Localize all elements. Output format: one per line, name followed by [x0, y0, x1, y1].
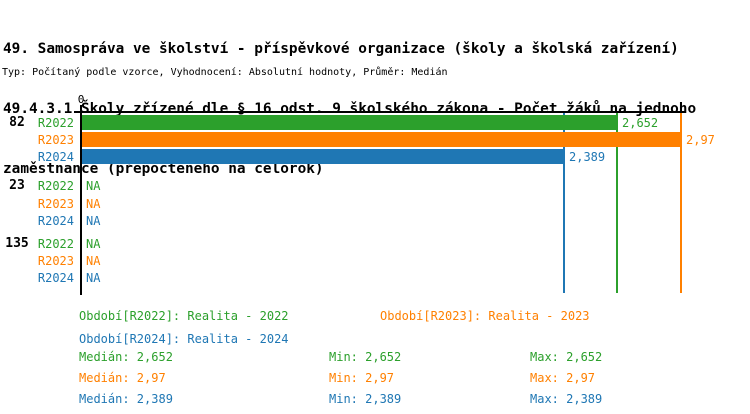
title-line-2: 49.4.3.1 Školy zřízené dle § 16 odst. 9 … — [3, 101, 697, 117]
stat-median-R2024: Medián: 2,389 — [79, 392, 173, 406]
series-label-R2022: R2022 — [37, 116, 74, 130]
category-axis-line — [80, 105, 82, 295]
stat-min-R2024: Min: 2,389 — [329, 392, 402, 406]
na-label-R2024: NA — [86, 214, 101, 228]
title-line-3: zaměstnance (přepočteného na celorok) — [3, 161, 324, 177]
report-title: 49. Samospráva ve školství - příspěvkové… — [3, 0, 747, 218]
stat-min-R2023: Min: 2,97 — [329, 371, 395, 385]
category-label-135: 135 — [5, 236, 29, 251]
stat-max-R2024: Max: 2,389 — [530, 392, 603, 406]
value-axis-line — [74, 111, 686, 113]
legend-item-R2023: Období[R2023]: Realita - 2023 — [380, 309, 590, 323]
legend-item-R2022: Období[R2022]: Realita - 2022 — [79, 309, 289, 323]
marker-line-R2022 — [615, 113, 618, 293]
series-label-R2024: R2024 — [37, 150, 74, 164]
report-subtitle: Typ: Počítaný podle vzorce, Vyhodnocení:… — [2, 67, 448, 78]
bar-value-label-R2023: 2,97 — [686, 133, 715, 147]
bar-R2022-group-82 — [82, 115, 617, 130]
marker-line-R2024 — [562, 113, 565, 293]
series-label-R2023: R2023 — [37, 197, 74, 211]
category-label-23: 23 — [9, 178, 25, 193]
bar-value-label-R2024: 2,389 — [569, 150, 606, 164]
stat-median-R2022: Medián: 2,652 — [79, 350, 173, 364]
stat-max-R2022: Max: 2,652 — [530, 350, 603, 364]
stat-min-R2022: Min: 2,652 — [329, 350, 402, 364]
series-label-R2023: R2023 — [37, 133, 74, 147]
stat-median-R2023: Medián: 2,97 — [79, 371, 166, 385]
marker-line-R2023 — [679, 113, 682, 293]
bar-R2024-group-82 — [82, 149, 564, 164]
na-label-R2024: NA — [86, 271, 101, 285]
na-label-R2023: NA — [86, 197, 101, 211]
origin-tick-label: 0 — [77, 93, 85, 106]
series-label-R2024: R2024 — [37, 214, 74, 228]
bar-R2023-group-82 — [82, 132, 681, 147]
series-label-R2022: R2022 — [37, 237, 74, 251]
category-label-82: 82 — [9, 115, 25, 130]
na-label-R2022: NA — [86, 179, 101, 193]
stat-max-R2023: Max: 2,97 — [530, 371, 596, 385]
series-label-R2022: R2022 — [37, 179, 74, 193]
legend-item-R2024: Období[R2024]: Realita - 2024 — [79, 332, 289, 346]
title-line-1: 49. Samospráva ve školství - příspěvkové… — [3, 41, 679, 57]
series-label-R2024: R2024 — [37, 271, 74, 285]
na-label-R2022: NA — [86, 237, 101, 251]
series-label-R2023: R2023 — [37, 254, 74, 268]
na-label-R2023: NA — [86, 254, 101, 268]
bar-value-label-R2022: 2,652 — [622, 116, 659, 130]
